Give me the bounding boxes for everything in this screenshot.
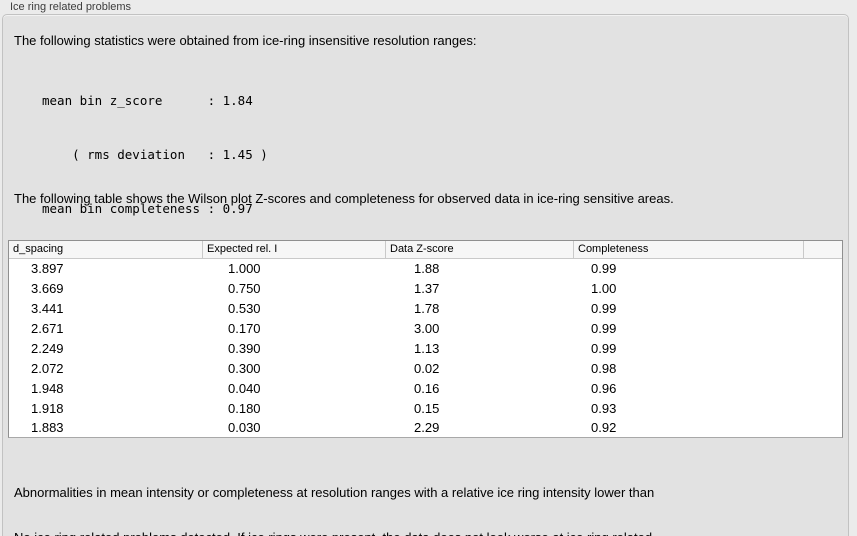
stats-line: mean bin z_score : 1.84 bbox=[42, 93, 253, 108]
table-cell: 3.897 bbox=[31, 261, 64, 277]
table-row[interactable]: 3.897 1.000 1.88 0.99 bbox=[9, 259, 842, 279]
table-row[interactable]: 3.669 0.750 1.37 1.00 bbox=[9, 279, 842, 299]
description-line: The following table shows the Wilson plo… bbox=[14, 191, 674, 207]
table-cell: 0.16 bbox=[414, 380, 440, 396]
table-cell: 0.040 bbox=[228, 380, 261, 396]
table-cell: 0.170 bbox=[228, 321, 261, 337]
table-cell: 1.918 bbox=[31, 400, 64, 416]
column-header-expected-rel-i[interactable]: Expected rel. I bbox=[203, 241, 386, 258]
table-cell: 2.29 bbox=[414, 420, 440, 436]
ice-ring-table: d_spacing Expected rel. I Data Z-score C… bbox=[8, 240, 843, 438]
table-cell: 3.441 bbox=[31, 301, 64, 317]
table-row[interactable]: 1.918 0.180 0.15 0.93 bbox=[9, 398, 842, 418]
intro-text: The following statistics were obtained f… bbox=[14, 33, 477, 48]
stats-line: mean bin completeness : 0.97 bbox=[42, 201, 253, 216]
column-header-d-spacing[interactable]: d_spacing bbox=[9, 241, 203, 258]
table-cell: 0.390 bbox=[228, 340, 261, 356]
table-body: 3.897 1.000 1.88 0.99 3.669 0.750 1.37 1.00 3.44… bbox=[9, 259, 842, 438]
table-cell: 0.030 bbox=[228, 420, 261, 436]
table-cell: 0.98 bbox=[591, 360, 617, 376]
table-cell: 1.883 bbox=[31, 420, 64, 436]
table-cell: 0.99 bbox=[591, 301, 617, 317]
table-cell: 0.96 bbox=[591, 380, 617, 396]
note-line: Abnormalities in mean intensity or compl… bbox=[14, 485, 655, 500]
table-cell: 1.88 bbox=[414, 261, 440, 277]
table-cell: 1.13 bbox=[414, 340, 440, 356]
column-header-completeness[interactable]: Completeness bbox=[574, 241, 804, 258]
table-cell: 1.37 bbox=[414, 281, 440, 297]
conclusion-line: No ice ring related problems detected. I… bbox=[14, 529, 652, 536]
ice-ring-groupbox: The following statistics were obtained f… bbox=[2, 14, 849, 536]
table-cell: 3.00 bbox=[414, 321, 440, 337]
table-row[interactable]: 1.948 0.040 0.16 0.96 bbox=[9, 378, 842, 398]
note-text: Abnormalities in mean intensity or compl… bbox=[14, 448, 654, 536]
table-cell: 0.92 bbox=[591, 420, 617, 436]
table-cell: 0.99 bbox=[591, 340, 617, 356]
table-cell: 1.000 bbox=[228, 261, 261, 277]
table-cell: 0.15 bbox=[414, 400, 440, 416]
table-header: d_spacing Expected rel. I Data Z-score C… bbox=[9, 241, 842, 259]
table-cell: 2.671 bbox=[31, 321, 64, 337]
table-cell: 0.300 bbox=[228, 360, 261, 376]
table-row[interactable]: 2.671 0.170 3.00 0.99 bbox=[9, 319, 842, 339]
conclusion-text: No ice ring related problems detected. I… bbox=[14, 493, 652, 536]
column-header-data-z-score[interactable]: Data Z-score bbox=[386, 241, 574, 258]
table-cell: 1.948 bbox=[31, 380, 64, 396]
table-cell: 0.180 bbox=[228, 400, 261, 416]
table-cell: 1.00 bbox=[591, 281, 617, 297]
table-row[interactable]: 2.072 0.300 0.02 0.98 bbox=[9, 358, 842, 378]
table-cell: 0.530 bbox=[228, 301, 261, 317]
table-cell: 3.669 bbox=[31, 281, 64, 297]
column-header-empty[interactable] bbox=[804, 241, 842, 258]
table-cell: 0.02 bbox=[414, 360, 440, 376]
table-cell: 0.99 bbox=[591, 261, 617, 277]
table-cell: 0.750 bbox=[228, 281, 261, 297]
stats-line: ( rms deviation : 1.45 ) bbox=[42, 147, 268, 162]
table-cell: 2.249 bbox=[31, 340, 64, 356]
table-cell: 1.78 bbox=[414, 301, 440, 317]
table-cell: 0.93 bbox=[591, 400, 617, 416]
table-row[interactable]: 1.883 0.030 2.29 0.92 bbox=[9, 418, 842, 438]
table-cell: 0.99 bbox=[591, 321, 617, 337]
groupbox-title: Ice ring related problems bbox=[10, 1, 132, 13]
table-cell: 2.072 bbox=[31, 360, 64, 376]
table-row[interactable]: 2.249 0.390 1.13 0.99 bbox=[9, 339, 842, 359]
table-row[interactable]: 3.441 0.530 1.78 0.99 bbox=[9, 299, 842, 319]
